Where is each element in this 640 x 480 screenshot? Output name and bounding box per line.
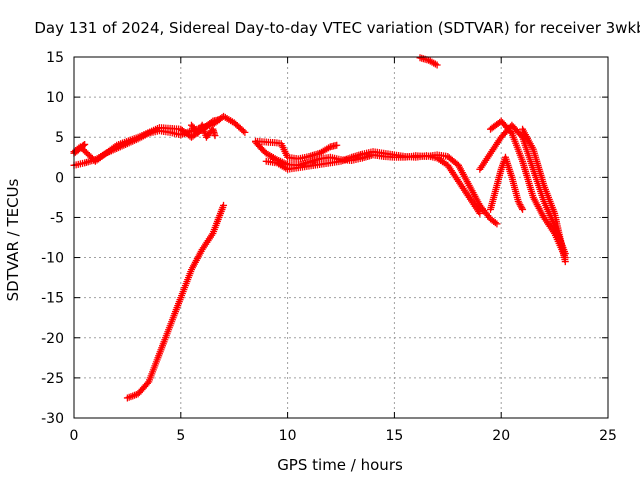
series-arc-low	[123, 201, 228, 402]
y-tick-label: -20	[41, 331, 64, 347]
x-tick-label: 25	[599, 428, 617, 444]
data-point	[333, 141, 341, 149]
y-tick-label: -25	[41, 371, 64, 387]
data-point	[215, 116, 223, 124]
data-point-trace	[207, 118, 215, 126]
data-point	[81, 140, 89, 148]
data-point-trace	[80, 141, 88, 149]
y-tick-label: 10	[46, 90, 64, 106]
series-arc-start	[70, 140, 89, 157]
x-tick-label: 10	[279, 428, 297, 444]
data-point-trace	[518, 204, 526, 212]
data-point-trace	[507, 128, 515, 136]
y-axis-title: SDTVAR / TECUs	[4, 178, 22, 301]
y-tick-label: 5	[55, 130, 64, 146]
data-point-trace	[143, 379, 151, 387]
y-tick-label: 0	[55, 170, 64, 186]
y-tick-label: -30	[41, 411, 64, 427]
data-point	[476, 209, 484, 217]
x-tick-label: 0	[70, 428, 79, 444]
data-point	[433, 61, 441, 69]
series-arc-loop	[187, 121, 219, 141]
y-tick-label: 15	[46, 50, 64, 66]
data-point	[220, 201, 228, 209]
chart-title: Day 131 of 2024, Sidereal Day-to-day VTE…	[34, 19, 640, 37]
x-axis-title: GPS time / hours	[277, 456, 403, 474]
data-point	[519, 205, 527, 213]
tick-layer: 0 5 10 15 20 25 15 10 5 0 -5 -10 -15 -20 -25 -30	[41, 50, 617, 444]
data-point	[211, 132, 219, 140]
y-tick-label: -10	[41, 251, 64, 267]
grid-layer	[74, 57, 608, 418]
data-layer	[70, 54, 569, 402]
data-point-trace	[239, 127, 247, 135]
data-point	[561, 258, 569, 266]
data-point-trace	[111, 142, 119, 150]
x-tick-label: 15	[385, 428, 403, 444]
data-point-trace	[491, 219, 499, 227]
series-arc-top	[416, 54, 441, 69]
x-tick-label: 5	[176, 428, 185, 444]
series-arc-late-4	[519, 125, 569, 266]
series-arc-main-b	[70, 116, 223, 165]
series-arc-middle-c	[262, 148, 484, 217]
x-tick-label: 20	[492, 428, 510, 444]
y-tick-label: -5	[50, 210, 64, 226]
series-arc-middle-b	[252, 137, 341, 163]
y-tick-label: -15	[41, 291, 64, 307]
data-point	[241, 128, 249, 136]
data-point	[493, 220, 501, 228]
plot-frame	[73, 56, 609, 419]
series-arc-late-2	[487, 117, 569, 262]
series-arc-late-3	[487, 153, 527, 213]
